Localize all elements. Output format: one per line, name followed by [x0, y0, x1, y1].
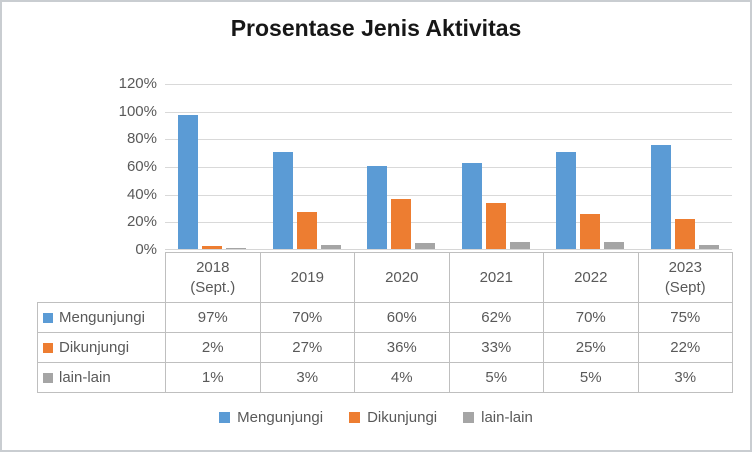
legend-item-lain-lain: lain-lain — [463, 409, 533, 426]
y-axis-tick-label: 120% — [118, 75, 157, 92]
legend: Mengunjungi Dikunjungi lain-lain — [2, 409, 750, 426]
table-row-dikunjungi: Dikunjungi 2% 27% 36% 33% 25% 22% — [37, 332, 733, 363]
value-cell-mengunjungi-2021: 62% — [448, 302, 544, 333]
y-axis-tick-label: 0% — [135, 241, 157, 258]
bar-lain-lain-2022 — [604, 242, 625, 249]
bar-mengunjungi-2022 — [556, 152, 577, 249]
value-cell-mengunjungi-2019: 70% — [259, 302, 355, 333]
bar-dikunjungi-2021 — [485, 203, 506, 249]
value-cell-lain-lain-2022: 5% — [543, 362, 639, 393]
legend-key-icon — [463, 412, 475, 423]
value-cell-mengunjungi-2022: 70% — [543, 302, 639, 333]
value-cell-lain-lain-2019: 3% — [259, 362, 355, 393]
bar-lain-lain-2019 — [320, 244, 341, 249]
value-cell-dikunjungi-2021: 33% — [448, 332, 544, 363]
value-cell-lain-lain-2023-sept: 3% — [637, 362, 733, 393]
data-table: 2018 (Sept.) 2019 2020 2021 2022 2023 (Sept) Men… — [37, 252, 733, 393]
value-cell-lain-lain-2021: 5% — [448, 362, 544, 393]
column-header-2019: 2019 — [259, 252, 355, 303]
y-axis-tick-label: 100% — [118, 102, 157, 120]
value-cell-mengunjungi-2023-sept: 75% — [637, 302, 733, 333]
bar-mengunjungi-2019 — [272, 152, 293, 249]
bar-lain-lain-2023-sept — [698, 244, 719, 249]
gridline — [165, 222, 732, 224]
legend-label: lain-lain — [481, 409, 533, 426]
column-header-2018-sept: 2018 (Sept.) — [165, 252, 261, 303]
value-cell-dikunjungi-2019: 27% — [259, 332, 355, 363]
bar-mengunjungi-2021 — [461, 163, 482, 249]
table-row-mengunjungi: Mengunjungi 97% 70% 60% 62% 70% 75% — [37, 302, 733, 333]
series-key-icon — [43, 373, 53, 383]
gridline — [165, 139, 732, 141]
plot-area — [165, 84, 732, 250]
bar-lain-lain-2020 — [415, 243, 436, 249]
row-label-lain-lain: lain-lain — [37, 362, 166, 393]
bar-mengunjungi-2023-sept — [650, 145, 671, 249]
column-header-2022: 2022 — [543, 252, 639, 303]
value-cell-lain-lain-2018-sept: 1% — [165, 362, 261, 393]
bar-mengunjungi-2018-sept — [178, 114, 199, 249]
value-cell-mengunjungi-2018-sept: 97% — [165, 302, 261, 333]
y-axis-tick-label: 60% — [126, 158, 157, 175]
gridline — [165, 194, 732, 196]
bar-mengunjungi-2020 — [367, 166, 388, 249]
row-label-mengunjungi: Mengunjungi — [37, 302, 166, 333]
legend-label: Mengunjungi — [237, 409, 324, 426]
value-cell-dikunjungi-2022: 25% — [543, 332, 639, 363]
bar-dikunjungi-2022 — [580, 214, 601, 249]
y-axis-tick-label: 40% — [126, 185, 157, 203]
series-key-icon — [43, 343, 53, 353]
value-cell-mengunjungi-2020: 60% — [354, 302, 450, 333]
value-cell-lain-lain-2020: 4% — [354, 362, 450, 393]
gridline — [165, 84, 732, 85]
column-header-2023-sept: 2023 (Sept) — [637, 252, 733, 303]
table-corner-cell — [38, 253, 166, 303]
bar-dikunjungi-2023-sept — [674, 218, 695, 249]
value-cell-dikunjungi-2023-sept: 22% — [637, 332, 733, 363]
legend-item-mengunjungi: Mengunjungi — [219, 409, 323, 426]
y-axis-tick-label: 80% — [126, 130, 157, 148]
column-header-2021: 2021 — [448, 252, 544, 303]
series-key-icon — [43, 313, 53, 323]
bar-dikunjungi-2020 — [391, 199, 412, 249]
row-label-dikunjungi: Dikunjungi — [37, 332, 166, 363]
bar-lain-lain-2018-sept — [226, 247, 247, 249]
table-header-row: 2018 (Sept.) 2019 2020 2021 2022 2023 (Sept) — [38, 252, 733, 303]
value-cell-dikunjungi-2020: 36% — [354, 332, 450, 363]
value-cell-dikunjungi-2018-sept: 2% — [165, 332, 261, 363]
bar-lain-lain-2021 — [509, 242, 530, 249]
bar-dikunjungi-2018-sept — [202, 246, 223, 249]
legend-key-icon — [349, 412, 361, 423]
legend-item-dikunjungi: Dikunjungi — [349, 409, 437, 426]
y-axis-tick-label: 20% — [126, 213, 157, 231]
chart-title: Prosentase Jenis Aktivitas — [230, 15, 522, 41]
table-row-lain-lain: lain-lain 1% 3% 4% 5% 5% 3% — [37, 362, 733, 393]
legend-key-icon — [219, 412, 231, 423]
bar-dikunjungi-2019 — [296, 211, 317, 249]
gridline — [165, 167, 732, 168]
gridline — [165, 111, 732, 113]
legend-label: Dikunjungi — [367, 409, 438, 426]
column-header-2020: 2020 — [354, 252, 450, 303]
